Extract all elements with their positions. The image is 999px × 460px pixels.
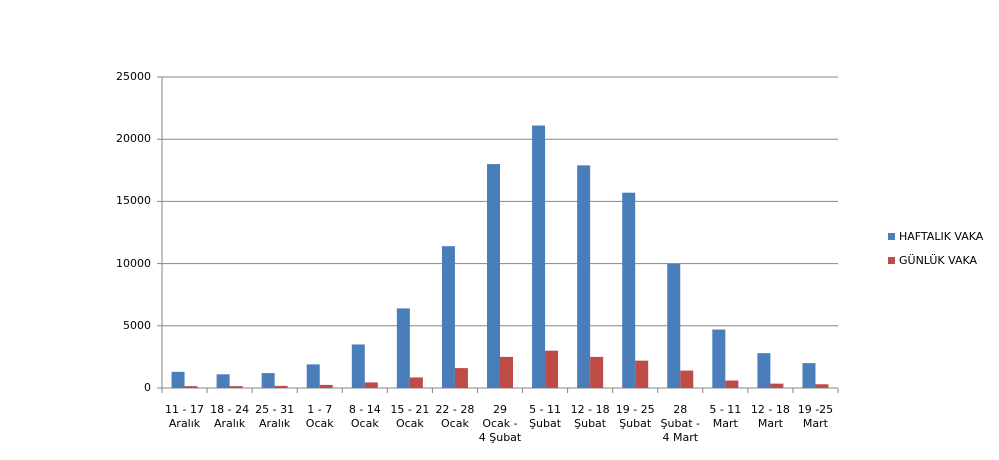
y-tick-label: 5000 [123,318,151,332]
bar [622,192,636,388]
bar [409,377,423,388]
bar [545,350,559,388]
x-tick-label: 12 - 18 Şubat [570,403,610,430]
y-tick-label: 15000 [116,194,151,208]
x-tick-label: 12 - 18 Mart [750,403,790,430]
bar [396,308,410,388]
bar [487,164,500,388]
bar [261,373,275,388]
y-tick-label: 10000 [116,256,151,270]
bar [216,374,230,388]
x-tick-label: 19 - 25 Şubat [615,403,655,430]
bar [815,384,829,388]
x-tick-label: 29 Ocak - 4 Şubat [478,403,522,444]
x-tick-label: 11 - 17 Aralık [165,403,205,430]
bar [532,125,546,389]
legend-label: GÜNLÜK VAKA [899,254,978,267]
x-tick-label: 5 - 11 Mart [709,403,742,430]
legend-swatch [888,257,895,264]
y-tick-label: 0 [144,381,151,394]
bar [590,356,604,388]
y-tick-label: 25000 [116,70,151,83]
bar [577,165,591,388]
x-tick-label: 15 - 21 Ocak [390,403,430,430]
bar [770,383,784,388]
bar [171,371,185,388]
x-tick-label: 25 - 31 Aralık [255,403,295,430]
x-tick-label: 8 - 14 Ocak [348,403,381,430]
legend-label: HAFTALIK VAKA [899,230,984,243]
bar [184,386,198,388]
bar [500,356,513,388]
bar [364,382,378,388]
bar [306,364,320,388]
y-tick-label: 20000 [116,132,151,146]
bar [680,370,694,388]
bar [725,380,739,388]
bar [229,386,243,388]
bar [351,344,365,388]
bar [757,353,771,388]
bar [667,263,681,388]
bar [441,246,455,388]
x-tick-label: 5 - 11 Şubat [529,403,562,430]
bar [712,329,726,388]
bar [802,363,816,388]
x-tick-label: 22 - 28 Ocak [435,403,475,430]
bar [319,384,333,388]
x-tick-label: 28 Şubat - 4 Mart [660,403,700,444]
legend-swatch [888,233,895,240]
bar [454,368,468,388]
bar [274,385,288,388]
x-tick-label: 18 - 24 Aralık [210,403,250,430]
x-tick-label: 19 -25 Mart [797,403,834,430]
bar [635,360,649,388]
x-tick-label: 1 - 7 Ocak [305,403,334,430]
